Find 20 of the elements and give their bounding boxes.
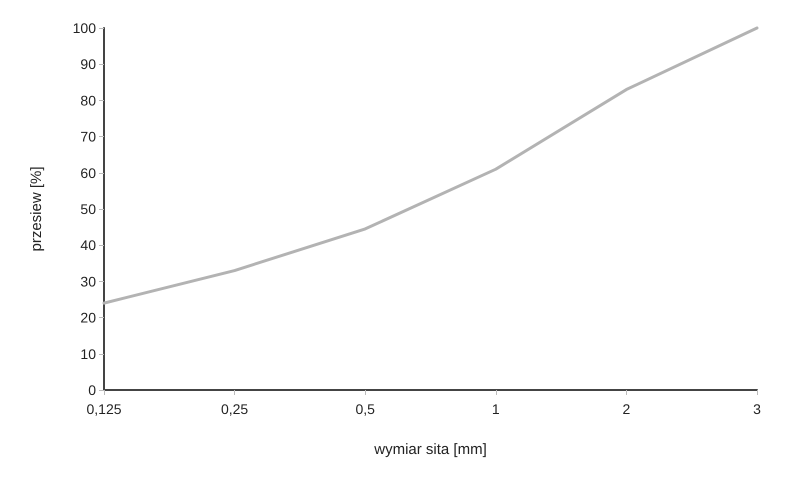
y-tick-label: 40	[80, 237, 96, 254]
y-tick-label: 70	[80, 128, 96, 145]
x-axis-title: wymiar sita [mm]	[373, 441, 487, 458]
y-tick-label: 80	[80, 92, 96, 108]
y-tick-label: 100	[72, 20, 96, 36]
x-tick-label: 0,25	[220, 401, 248, 417]
y-axis-title: przesiew [%]	[28, 166, 45, 252]
y-tick-label: 30	[80, 273, 96, 290]
line-series	[102, 26, 758, 305]
x-tick-label: 0,125	[86, 401, 122, 417]
x-tick-label: 0,5	[355, 401, 376, 417]
x-tick-label: 1	[492, 401, 500, 417]
y-tick-label: 90	[80, 56, 96, 72]
y-tick-label: 0	[88, 382, 96, 398]
y-tick-label: 20	[80, 310, 96, 326]
x-tick-label: 2	[622, 401, 630, 417]
x-tick-label: 3	[753, 401, 762, 417]
y-tick-label: 50	[80, 201, 96, 217]
y-tick-label: 10	[80, 346, 96, 362]
y-tick-label: 60	[80, 164, 96, 181]
